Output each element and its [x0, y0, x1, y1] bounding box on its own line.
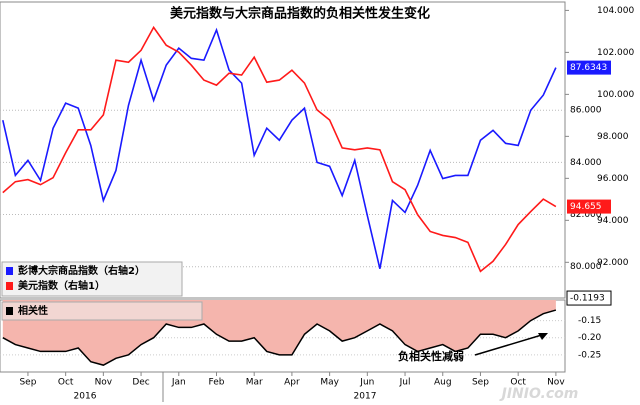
x-tick-label: Sep	[472, 378, 489, 388]
series-line	[2, 25, 557, 273]
y-tick-label: 104.000	[597, 6, 634, 16]
legend-label: 彭博大宗商品指数（右轴2）	[18, 264, 145, 277]
last-value-label: 87.6343	[570, 63, 607, 73]
year-label: 2017	[354, 392, 377, 402]
x-tick-label: Jul	[399, 378, 411, 388]
x-tick-label: Mar	[246, 378, 263, 388]
y2-tick-label: 80.000	[570, 262, 602, 272]
legend-box	[1, 261, 183, 297]
lower-y-tick-label: -0.15	[578, 316, 601, 326]
lower-y-tick-label: -0.20	[578, 333, 602, 343]
y-tick-label: 94.000	[597, 216, 629, 226]
x-tick-label: Aug	[434, 378, 452, 388]
legend-label: 相关性	[18, 304, 48, 317]
last-value-label: -0.1193	[570, 294, 605, 304]
x-tick-label: Oct	[58, 378, 74, 388]
area-line	[2, 309, 557, 366]
x-tick-label: Dec	[132, 378, 149, 388]
x-tick-label: Sep	[19, 378, 36, 388]
upper-panel-frame	[0, 1, 566, 299]
chart-title: 美元指数与大宗商品指数的负相关性发生变化	[170, 6, 430, 22]
arrow-head	[538, 333, 548, 340]
last-value-label: 94.655	[570, 202, 602, 212]
series-line	[2, 27, 557, 269]
legend-swatch	[6, 267, 13, 275]
y-tick-label: 98.000	[597, 132, 629, 142]
x-tick-label: Nov	[95, 378, 113, 388]
x-tick-label: Oct	[510, 378, 526, 388]
y-tick-label: 92.000	[597, 258, 629, 268]
annotation-arrow	[474, 333, 546, 356]
last-value-box	[567, 199, 611, 214]
last-value-box	[567, 60, 611, 75]
year-label: 2016	[74, 392, 97, 402]
y-tick-label: 102.000	[597, 48, 634, 58]
x-tick-label: Nov	[547, 378, 565, 388]
annotation: 负相关性减弱	[398, 349, 464, 363]
y2-tick-label: 82.000	[570, 210, 602, 220]
x-tick-label: Feb	[209, 378, 225, 388]
y2-tick-label: 84.000	[570, 158, 602, 168]
watermark: JINIO.com	[499, 386, 579, 402]
legend-swatch	[6, 307, 13, 315]
x-tick-label: Jan	[171, 378, 186, 388]
lower-y-tick-label: -0.25	[578, 350, 601, 360]
legend-box	[1, 301, 203, 321]
x-tick-label: Jun	[359, 378, 374, 388]
legend-label: 美元指数（右轴1）	[18, 279, 105, 292]
y-tick-label: 96.000	[597, 174, 629, 184]
x-tick-label: May	[320, 378, 339, 388]
y-tick-label: 100.000	[597, 90, 634, 100]
x-tick-label: Apr	[284, 378, 300, 388]
legend-swatch	[6, 282, 13, 290]
y2-tick-label: 86.000	[570, 106, 602, 116]
last-value-box	[566, 290, 612, 306]
